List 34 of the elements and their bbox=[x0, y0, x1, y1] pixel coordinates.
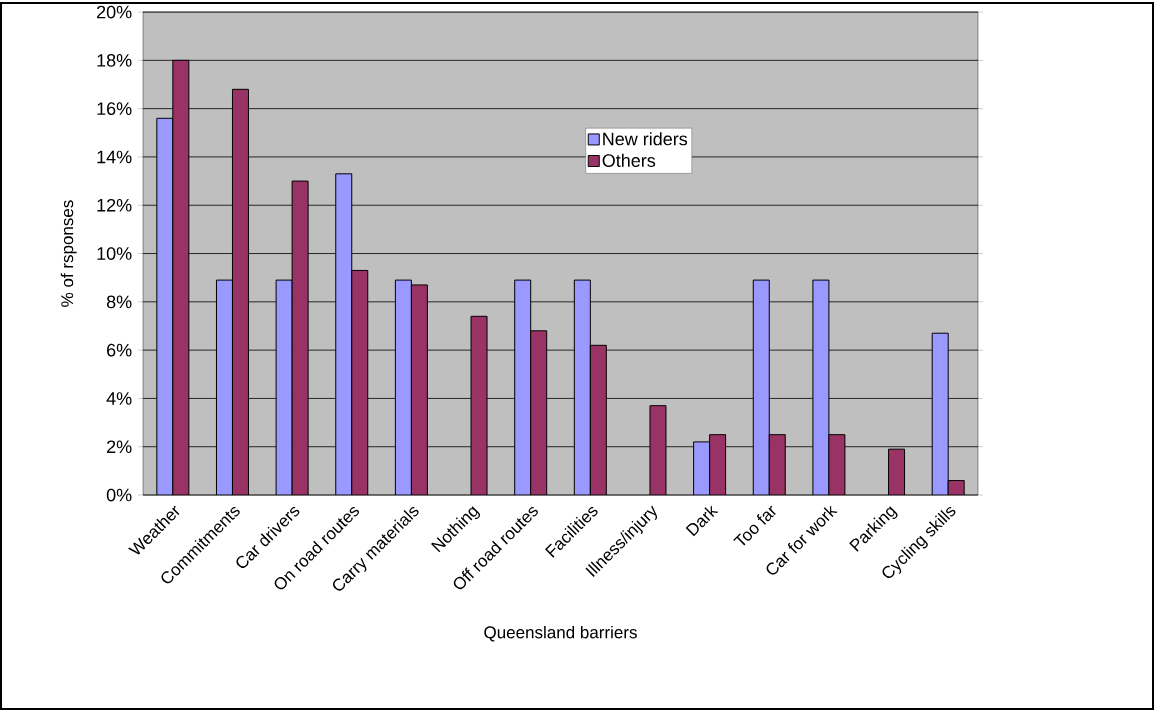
x-tick-label: Too far bbox=[733, 505, 776, 546]
bar bbox=[693, 441, 711, 496]
y-tick-label: 18% bbox=[97, 53, 132, 67]
bar bbox=[752, 279, 770, 496]
bar bbox=[231, 88, 249, 496]
y-tick-label: 14% bbox=[97, 150, 132, 164]
y-tick-label: 20% bbox=[97, 5, 132, 19]
bar bbox=[888, 448, 906, 496]
bar bbox=[589, 344, 607, 496]
y-axis-title: % of rsponses bbox=[60, 200, 77, 307]
bar bbox=[335, 173, 353, 496]
y-tick-label: 10% bbox=[97, 247, 132, 260]
y-tick-label: 0% bbox=[106, 488, 132, 502]
bar bbox=[709, 434, 727, 496]
y-tick-label: 12% bbox=[97, 198, 132, 212]
y-tick-label: 8% bbox=[106, 295, 132, 309]
legend-label: New riders bbox=[603, 132, 688, 146]
bar bbox=[215, 279, 233, 496]
bar bbox=[514, 279, 532, 496]
bar bbox=[410, 284, 428, 496]
y-tick-label: 6% bbox=[107, 343, 132, 357]
bar bbox=[172, 59, 190, 496]
bar bbox=[573, 279, 591, 496]
bar bbox=[931, 332, 949, 496]
x-axis-title: Queensland barriers bbox=[484, 625, 637, 642]
bar bbox=[156, 117, 174, 496]
bar bbox=[530, 330, 548, 496]
bar bbox=[768, 434, 786, 496]
y-tick-label: 4% bbox=[106, 392, 132, 405]
y-tick-label: 16% bbox=[97, 102, 132, 115]
bar bbox=[394, 279, 412, 496]
y-tick-label: 2% bbox=[107, 440, 132, 454]
legend-label: Others bbox=[602, 153, 656, 167]
bar bbox=[351, 269, 369, 496]
